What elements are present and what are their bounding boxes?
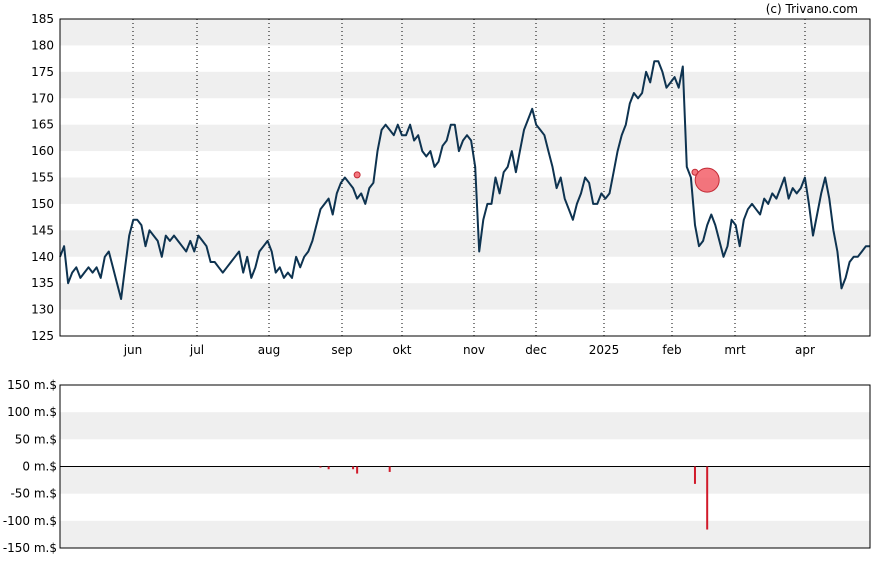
volume-band (60, 520, 870, 548)
volume-tick-label: 100 m.$ (7, 405, 57, 419)
insider-trade-marker (353, 171, 361, 179)
month-tick-label: apr (795, 343, 815, 357)
volume-tick-label: -150 m.$ (3, 541, 57, 555)
price-band (60, 71, 870, 99)
volume-band (60, 412, 870, 440)
price-tick-label: 170 (31, 91, 54, 105)
price-tick-label: 165 (31, 118, 54, 132)
month-tick-label: sep (331, 343, 352, 357)
volume-bar (327, 466, 330, 470)
volume-axis-tick-labels: 150 m.$ 100 m.$ 50 m.$ 0 m.$ -50 m.$ -100 m.$… (3, 378, 57, 555)
volume-bar (693, 466, 696, 484)
credit-label: (c) Trivano.com (766, 2, 858, 16)
month-axis-tick-labels: jun jul aug sep okt nov dec 2025 feb mrt apr (123, 343, 815, 357)
month-tick-label: feb (662, 343, 681, 357)
price-tick-label: 150 (31, 197, 54, 211)
volume-bar (352, 466, 355, 470)
volume-bar (356, 466, 359, 474)
price-tick-label: 145 (31, 223, 54, 237)
insider-trade-markers (353, 167, 720, 193)
volume-bar (388, 466, 391, 472)
price-line (59, 60, 870, 300)
volume-tick-label: 50 m.$ (15, 432, 57, 446)
price-band (60, 230, 870, 257)
volume-chart-frame (59, 384, 871, 549)
price-tick-label: 180 (31, 38, 54, 52)
price-band (60, 19, 870, 46)
insider-volume-bars (319, 466, 709, 530)
price-band (60, 283, 870, 310)
month-tick-label: 2025 (589, 343, 620, 357)
month-tick-label: aug (258, 343, 281, 357)
price-tick-label: 185 (31, 12, 54, 26)
month-tick-label: nov (463, 343, 485, 357)
volume-chart-bands (60, 412, 870, 548)
volume-bar (706, 466, 709, 530)
price-chart-frame (59, 18, 871, 337)
month-tick-label: jun (123, 343, 143, 357)
price-series (59, 60, 870, 300)
price-chart-bands (60, 19, 870, 310)
volume-band (60, 466, 870, 494)
month-tick-label: dec (525, 343, 547, 357)
price-chart-month-gridlines (132, 19, 806, 336)
price-tick-label: 130 (31, 303, 54, 317)
price-tick-label: 155 (31, 171, 54, 185)
price-band (60, 177, 870, 204)
month-tick-label: jul (189, 343, 204, 357)
volume-bar (319, 466, 322, 468)
price-tick-label: 135 (31, 276, 54, 290)
price-tick-label: 160 (31, 144, 54, 158)
insider-trade-marker (694, 167, 720, 193)
month-tick-label: mrt (724, 343, 746, 357)
volume-tick-label: 150 m.$ (7, 378, 57, 392)
volume-tick-label: -100 m.$ (3, 514, 57, 528)
month-tick-label: okt (393, 343, 412, 357)
volume-tick-label: -50 m.$ (10, 487, 57, 501)
volume-tick-label: 0 m.$ (22, 460, 57, 474)
price-axis-tick-labels: 185 180 175 170 165 160 155 150 145 140 135 130 125 (31, 12, 54, 343)
price-tick-label: 175 (31, 65, 54, 79)
price-tick-label: 125 (31, 329, 54, 343)
price-tick-label: 140 (31, 250, 54, 264)
